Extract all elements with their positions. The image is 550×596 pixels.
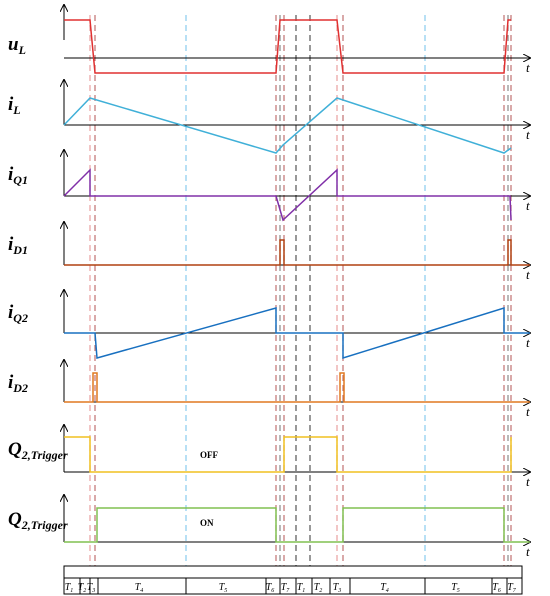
axis-label: t: [526, 335, 530, 350]
interval-symbol: T: [297, 582, 304, 593]
signal-symbol: i: [8, 302, 14, 323]
axes: [64, 5, 530, 542]
waveform-ul: [64, 19, 511, 74]
interval-symbol: T: [314, 582, 321, 593]
signal-label: iL: [8, 94, 21, 117]
waveform-il: [63, 97, 512, 154]
signal-subscript: D2: [12, 381, 28, 395]
interval-symbol: T: [266, 582, 273, 593]
signal-symbol: u: [8, 34, 19, 55]
interval-subscript: 4: [140, 587, 143, 594]
signal-label: iD2: [8, 372, 28, 395]
signal-subscript: 2,Trigger: [21, 518, 68, 532]
interval-subscript: 4: [386, 587, 389, 594]
signal-symbol: Q: [8, 509, 22, 530]
interval-subscript: 6: [271, 588, 274, 594]
interval-label: T6: [492, 582, 501, 594]
timeline-box: [63, 565, 523, 595]
interval-symbol: T: [87, 582, 94, 593]
interval-symbol: T: [507, 582, 514, 593]
interval-subscript: 1: [70, 588, 73, 594]
interval-symbol: T: [281, 582, 288, 593]
interval-label: T1: [297, 582, 306, 594]
interval-subscript: 3: [337, 588, 341, 594]
waveform-iq1: [63, 168, 512, 222]
annotation-on: ON: [200, 518, 214, 528]
interval-label: T3: [87, 582, 96, 594]
interval-symbol: T: [219, 582, 226, 593]
waveforms: [63, 19, 530, 543]
interval-label: T2: [78, 582, 87, 594]
interval-subscript: 7: [513, 588, 517, 594]
axis-label: t: [526, 544, 530, 559]
interval-symbol: T: [380, 582, 387, 593]
interval-symbol: T: [333, 582, 340, 593]
waveform-iq2: [64, 306, 530, 360]
signal-label: uL: [8, 34, 26, 57]
signal-label: iQ1: [8, 164, 28, 187]
axis-label: t: [526, 127, 530, 142]
interval-label: T7: [281, 582, 291, 594]
interval-label: T4: [380, 582, 389, 594]
interval-label: T6: [266, 582, 275, 594]
interval-symbol: T: [78, 582, 85, 593]
signal-subscript: Q1: [13, 173, 28, 187]
interval-subscript: 7: [286, 588, 290, 594]
interval-symbol: T: [65, 582, 72, 593]
interval-label: T5: [451, 582, 460, 594]
interval-label: T4: [135, 582, 144, 594]
signal-symbol: i: [8, 94, 14, 115]
signal-label: iD1: [8, 234, 28, 257]
interval-subscript: 5: [224, 588, 227, 594]
axis-label: t: [526, 267, 530, 282]
interval-symbol: T: [135, 582, 142, 593]
interval-subscript: 3: [91, 588, 95, 594]
signal-subscript: L: [12, 103, 20, 117]
signal-subscript: Q2: [13, 311, 28, 325]
signal-subscript: L: [18, 43, 26, 57]
interval-symbol: T: [451, 582, 458, 593]
signal-label: Q2,Trigger: [8, 439, 68, 462]
interval-label: T2: [314, 582, 323, 594]
annotation-off: OFF: [200, 450, 218, 460]
interval-subscript: 2: [319, 588, 322, 594]
signal-subscript: D1: [12, 243, 28, 257]
signal-symbol: i: [8, 164, 14, 185]
interval-subscript: 2: [83, 588, 86, 594]
signal-symbol: i: [8, 372, 14, 393]
interval-label: T1: [65, 582, 74, 594]
waveform-q2-second: [64, 507, 530, 543]
axis-label: t: [526, 474, 530, 489]
axis-label: t: [526, 198, 530, 213]
interval-label: T7: [507, 582, 517, 594]
waveform-q2-first: [64, 436, 512, 473]
interval-subscript: 5: [457, 588, 460, 594]
interval-label: T5: [219, 582, 228, 594]
interval-subscript: 1: [302, 588, 305, 594]
interval-subscript: 6: [498, 588, 501, 594]
waveform-id2: [64, 372, 530, 403]
signal-subscript: 2,Trigger: [21, 448, 68, 462]
signal-label: iQ2: [8, 302, 28, 325]
interval-symbol: T: [492, 582, 499, 593]
signal-label: Q2,Trigger: [8, 509, 68, 532]
axis-label: t: [526, 404, 530, 419]
axis-label: t: [526, 60, 530, 75]
interval-label: T3: [333, 582, 342, 594]
dashed-guides: [89, 15, 512, 566]
signal-symbol: i: [8, 234, 14, 255]
waveform-id1: [64, 239, 530, 266]
signal-symbol: Q: [8, 439, 22, 460]
